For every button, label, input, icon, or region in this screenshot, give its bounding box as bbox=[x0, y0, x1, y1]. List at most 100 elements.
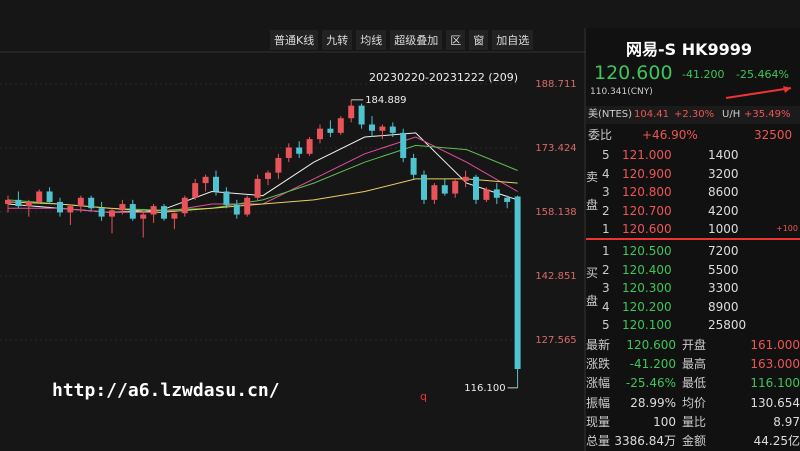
candle-body bbox=[254, 178, 261, 198]
ma-line bbox=[7, 132, 518, 213]
candle-body bbox=[265, 172, 271, 179]
bid-ratio: 委比 +46.90% 32500 bbox=[586, 126, 800, 144]
candle-body bbox=[140, 214, 147, 219]
min-label: 116.100 bbox=[464, 383, 505, 394]
toolbar-button[interactable]: 加自选 bbox=[492, 30, 534, 50]
range-label: 20230220-20231222 (209) bbox=[369, 71, 518, 84]
stat-value: 163.000 bbox=[750, 357, 800, 372]
candle-body bbox=[213, 176, 219, 192]
stat-row: 总量 3386.84万 金额 44.25亿 bbox=[586, 432, 800, 450]
book-volume: 1000 bbox=[708, 222, 739, 236]
book-row: 4 120.900 3200 bbox=[586, 165, 800, 183]
candle-body bbox=[514, 196, 521, 370]
candle-body bbox=[233, 204, 240, 215]
toolbar-button[interactable]: 均线 bbox=[356, 30, 387, 50]
candle-body bbox=[98, 208, 105, 217]
stat-value: 161.000 bbox=[750, 338, 800, 352]
candle-body bbox=[181, 197, 188, 214]
toolbar-button[interactable]: 超级叠加 bbox=[390, 30, 443, 50]
stock-name: 网易-S HK9999 bbox=[626, 40, 753, 59]
watermark: http://a6.lzwdasu.cn/ bbox=[52, 380, 280, 401]
book-volume: 3300 bbox=[708, 281, 739, 295]
book-price: 120.900 bbox=[622, 166, 672, 181]
level: 5 bbox=[602, 318, 610, 332]
book-price: 120.800 bbox=[622, 185, 672, 199]
stat-value: -25.46% bbox=[625, 376, 676, 391]
toolbar-button[interactable]: 普通K线 bbox=[270, 30, 319, 50]
candle-body bbox=[36, 191, 43, 202]
y-tick-label: 127.565 bbox=[535, 335, 576, 346]
toolbar: 普通K线 九转 均线 超级叠加区窗加自选 bbox=[270, 30, 534, 50]
side-label: 盘 bbox=[586, 198, 599, 212]
book-price: 120.200 bbox=[622, 299, 672, 314]
book-price: 120.600 bbox=[622, 222, 672, 236]
toolbar-button[interactable]: 窗 bbox=[469, 30, 489, 50]
change-pct: -25.464% bbox=[736, 68, 789, 81]
price-line bbox=[586, 238, 800, 240]
level: 1 bbox=[602, 222, 610, 236]
level: 3 bbox=[602, 281, 610, 295]
book-row: 5 121.000 1400 bbox=[586, 146, 800, 164]
candle-body bbox=[431, 185, 438, 200]
us-item: +2.30% bbox=[674, 109, 715, 120]
level: 5 bbox=[602, 148, 610, 162]
level: 2 bbox=[602, 203, 610, 218]
candle-body bbox=[327, 128, 334, 133]
book-volume: 1400 bbox=[708, 148, 739, 162]
candle-body bbox=[473, 176, 479, 200]
toolbar-button[interactable]: 九转 bbox=[322, 30, 353, 50]
book-row: 2 120.700 4200 bbox=[586, 202, 800, 220]
book-row: 3 120.800 8600 bbox=[586, 183, 800, 201]
candle-body bbox=[171, 213, 178, 219]
candle-body bbox=[452, 181, 459, 194]
stat-label: 最高 bbox=[682, 357, 707, 372]
side-label: 卖 bbox=[586, 170, 599, 184]
cny-price: 110.341(CNY) bbox=[590, 87, 653, 97]
stat-label: 开盘 bbox=[682, 338, 707, 352]
level: 1 bbox=[602, 244, 610, 258]
stat-label: 最低 bbox=[682, 376, 707, 391]
us-item: 美(NTES) bbox=[588, 109, 633, 120]
toolbar-button[interactable]: 区 bbox=[446, 30, 466, 50]
stat-value: -41.200 bbox=[629, 357, 676, 372]
stat-value: 44.25亿 bbox=[753, 434, 800, 448]
us-item: +35.49% bbox=[744, 109, 791, 120]
change: -41.200 bbox=[682, 68, 725, 81]
candle-body bbox=[379, 126, 386, 131]
level: 4 bbox=[602, 299, 610, 314]
level: 2 bbox=[602, 262, 610, 277]
candle-body bbox=[25, 201, 32, 207]
candle-body bbox=[275, 157, 282, 173]
stat-label: 最新 bbox=[586, 338, 611, 352]
candle-body bbox=[244, 197, 251, 215]
ma-line bbox=[7, 144, 518, 211]
book-row: 5 120.100 25800 bbox=[586, 316, 800, 334]
y-tick-label: 173.424 bbox=[535, 143, 576, 154]
candle-body bbox=[358, 105, 365, 125]
book-row: 1 120.500 7200 bbox=[586, 242, 800, 260]
candle-body bbox=[129, 204, 136, 219]
stat-value: 3386.84万 bbox=[614, 434, 676, 448]
candle-body bbox=[410, 157, 417, 175]
marker: q bbox=[420, 390, 427, 403]
candle-body bbox=[296, 147, 303, 154]
trend-arrow-head bbox=[783, 86, 791, 93]
book-price: 120.500 bbox=[622, 244, 672, 258]
stat-label: 涨跌 bbox=[586, 357, 611, 372]
candle-body bbox=[400, 132, 407, 158]
book-volume: 8900 bbox=[708, 299, 739, 314]
stat-label: 总量 bbox=[586, 434, 611, 448]
book-volume: 7200 bbox=[708, 244, 739, 258]
trend-arrow bbox=[725, 87, 792, 99]
candle-body bbox=[223, 191, 230, 205]
book-volume: 8600 bbox=[708, 185, 739, 199]
stat-label: 量比 bbox=[682, 414, 707, 429]
candle-body bbox=[483, 189, 490, 200]
us-quote: 美(NTES) 104.41 +2.30% U/H +35.49% bbox=[586, 106, 800, 124]
y-tick-label: 188.711 bbox=[535, 79, 576, 90]
book-volume: 4200 bbox=[708, 203, 739, 218]
stat-label: 涨幅 bbox=[586, 376, 611, 391]
candle-body bbox=[317, 128, 323, 140]
stat-label: 现量 bbox=[586, 414, 611, 429]
candle-body bbox=[109, 210, 115, 217]
